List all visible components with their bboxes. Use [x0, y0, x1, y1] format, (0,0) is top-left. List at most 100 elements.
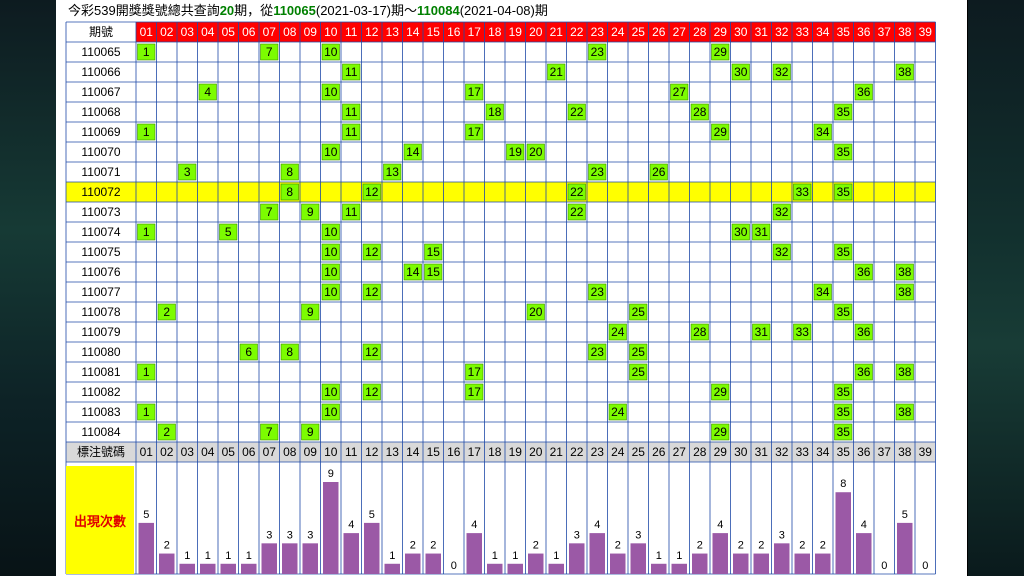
- footer-number: 30: [734, 445, 748, 459]
- number-header-cell: [197, 22, 218, 42]
- number-header-cell: [730, 22, 751, 42]
- hit-number: 36: [857, 85, 871, 99]
- count-bar: [241, 563, 257, 574]
- count-value: 3: [307, 529, 313, 541]
- footer-number: 01: [140, 445, 154, 459]
- number-header-cell: [218, 22, 239, 42]
- number-header: 07: [263, 25, 277, 39]
- hit-number: 18: [488, 105, 502, 119]
- count-bar: [220, 563, 236, 574]
- hit-cell: [588, 343, 607, 361]
- number-header: 01: [140, 25, 154, 39]
- footer-number: 22: [570, 445, 584, 459]
- number-header: 12: [365, 25, 379, 39]
- hit-number: 10: [324, 85, 338, 99]
- hit-cell: [895, 363, 914, 381]
- footer-number: 34: [816, 445, 830, 459]
- hit-number: 10: [324, 285, 338, 299]
- hit-cell: [137, 43, 156, 61]
- number-header-cell: [300, 22, 321, 42]
- hit-cell: [547, 63, 566, 81]
- hit-cell: [834, 103, 853, 121]
- hit-cell: [342, 63, 361, 81]
- period-header: 期號: [89, 25, 113, 39]
- count-value: 2: [799, 540, 805, 552]
- count-value: 3: [287, 529, 293, 541]
- hit-number: 11: [345, 65, 358, 79]
- count-value: 4: [861, 519, 867, 531]
- hit-number: 10: [324, 225, 338, 239]
- count-value: 2: [615, 540, 621, 552]
- hit-cell: [629, 303, 648, 321]
- footer-number: 04: [201, 445, 215, 459]
- hit-cell: [793, 323, 812, 341]
- footer-number: 36: [857, 445, 871, 459]
- count-value: 2: [758, 540, 764, 552]
- hit-cell: [834, 303, 853, 321]
- hit-cell: [301, 203, 320, 221]
- count-bar: [364, 522, 380, 574]
- hit-cell: [813, 283, 832, 301]
- period-label: 110065: [81, 45, 120, 59]
- period-label: 110081: [81, 365, 120, 379]
- hit-cell: [690, 323, 709, 341]
- footer-number: 02: [160, 445, 174, 459]
- hit-number: 31: [755, 225, 769, 239]
- number-header: 24: [611, 25, 625, 39]
- footer-number: 25: [632, 445, 646, 459]
- hit-cell: [588, 163, 607, 181]
- number-header: 16: [447, 25, 461, 39]
- hit-number: 13: [386, 165, 400, 179]
- number-header-cell: [751, 22, 772, 42]
- hit-number: 35: [837, 405, 851, 419]
- hit-number: 32: [775, 205, 789, 219]
- hit-cell: [690, 103, 709, 121]
- hit-cell: [137, 403, 156, 421]
- hit-cell: [137, 123, 156, 141]
- hit-number: 17: [468, 365, 482, 379]
- period-label: 110072: [81, 185, 120, 199]
- count-value: 4: [717, 519, 723, 531]
- hit-number: 23: [591, 165, 605, 179]
- hit-number: 30: [734, 65, 748, 79]
- hit-number: 38: [898, 365, 912, 379]
- period-label: 110069: [81, 125, 120, 139]
- hit-cell: [178, 163, 197, 181]
- count-value: 1: [676, 550, 682, 562]
- count-bar: [302, 543, 318, 574]
- hit-cell: [403, 263, 422, 281]
- number-header: 30: [734, 25, 748, 39]
- count-bar: [179, 563, 195, 574]
- number-header-cell: [238, 22, 259, 42]
- number-header-cell: [341, 22, 362, 42]
- hit-number: 25: [632, 345, 646, 359]
- period-label: 110075: [81, 245, 120, 259]
- hit-cell: [752, 223, 771, 241]
- hit-number: 12: [365, 245, 379, 259]
- hit-number: 7: [266, 425, 273, 439]
- hit-number: 29: [714, 385, 728, 399]
- number-header: 20: [529, 25, 543, 39]
- number-header: 29: [714, 25, 728, 39]
- hit-number: 2: [163, 305, 170, 319]
- hit-cell: [280, 183, 299, 201]
- hit-cell: [526, 303, 545, 321]
- count-bar: [897, 522, 913, 574]
- hit-cell: [485, 103, 504, 121]
- count-bar: [384, 563, 400, 574]
- hit-cell: [711, 43, 730, 61]
- hit-number: 38: [898, 405, 912, 419]
- hit-number: 35: [837, 185, 851, 199]
- hit-number: 34: [816, 125, 830, 139]
- title-suffix: 期: [534, 3, 548, 18]
- hit-number: 10: [324, 145, 338, 159]
- hit-number: 35: [837, 145, 851, 159]
- hit-cell: [854, 363, 873, 381]
- hit-cell: [362, 283, 381, 301]
- count-value: 2: [738, 540, 744, 552]
- number-header: 23: [591, 25, 605, 39]
- footer-number: 15: [427, 445, 441, 459]
- hit-number: 23: [591, 45, 605, 59]
- hit-cell: [608, 403, 627, 421]
- count-bar: [815, 553, 831, 574]
